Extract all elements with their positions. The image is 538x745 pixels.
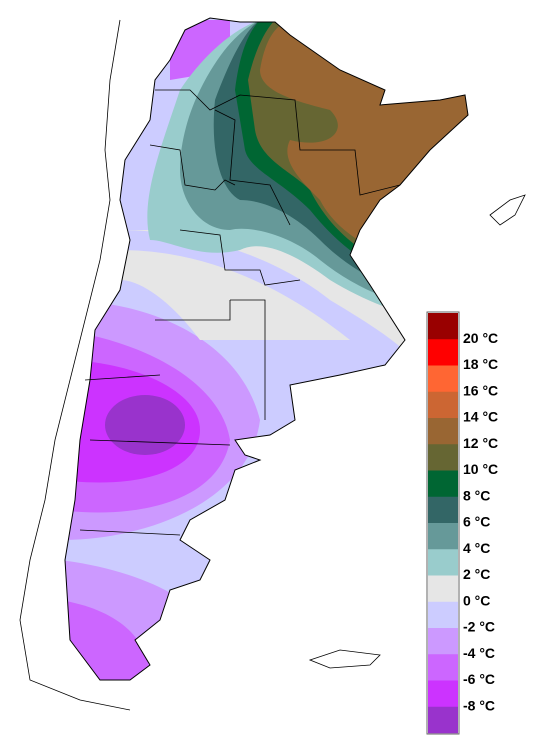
legend-swatch — [428, 496, 458, 524]
legend-swatch — [428, 575, 458, 603]
legend: 20 °C 18 °C 16 °C 14 °C 12 °C 10 °C 8 °C 6 °C 4 … — [426, 311, 498, 735]
legend-swatch — [428, 470, 458, 498]
legend-label: 16 °C — [463, 382, 498, 398]
legend-label: -2 °C — [463, 619, 495, 635]
legend-label: 4 °C — [463, 540, 490, 556]
legend-swatch — [428, 601, 458, 629]
legend-swatch — [428, 680, 458, 708]
legend-swatch — [428, 418, 458, 445]
legend-swatch — [428, 706, 458, 734]
legend-label: -8 °C — [463, 697, 495, 713]
legend-label: -4 °C — [463, 645, 495, 661]
country-outline — [64, 17, 469, 681]
legend-label: 2 °C — [463, 566, 490, 582]
legend-label: 6 °C — [463, 514, 490, 530]
chile-coast — [19, 19, 526, 711]
legend-label: 12 °C — [463, 435, 498, 451]
legend-label: 8 °C — [463, 487, 490, 503]
legend-swatch — [428, 654, 458, 681]
legend-frame — [426, 311, 460, 735]
legend-label: 0 °C — [463, 592, 490, 608]
province-borders — [79, 89, 401, 536]
legend-label: 20 °C — [463, 330, 498, 346]
legend-label: 10 °C — [463, 461, 498, 477]
legend-swatch — [428, 444, 458, 471]
legend-swatch — [428, 628, 458, 655]
legend-swatch — [428, 523, 458, 550]
legend-label: -6 °C — [463, 671, 495, 687]
legend-label: 14 °C — [463, 409, 498, 425]
legend-label: 18 °C — [463, 356, 498, 372]
legend-swatch — [428, 313, 458, 340]
legend-swatch — [428, 549, 458, 576]
legend-swatch — [428, 365, 458, 393]
legend-swatch — [428, 391, 458, 419]
legend-swatch — [428, 339, 458, 366]
